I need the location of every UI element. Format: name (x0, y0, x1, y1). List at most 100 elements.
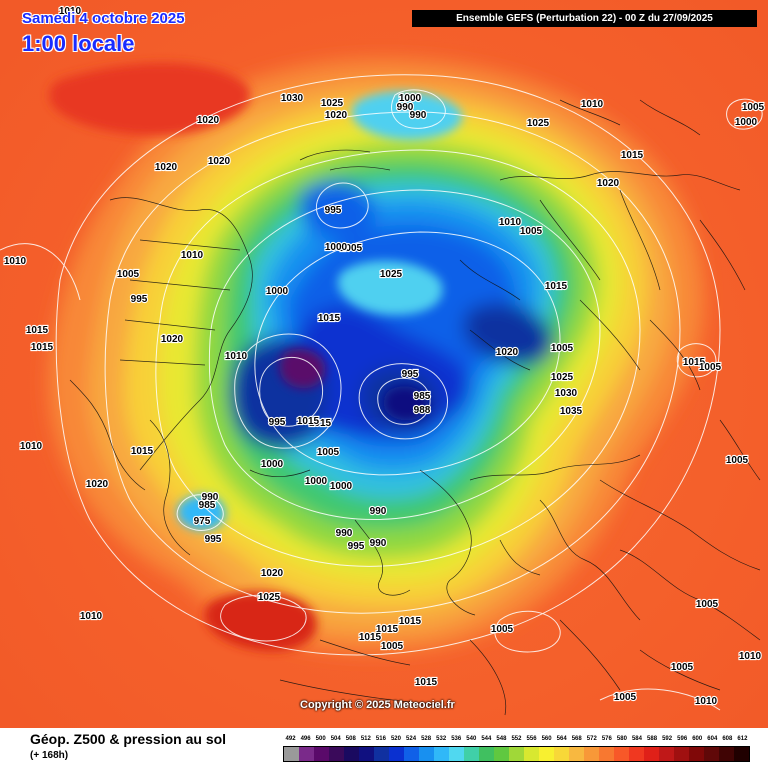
isobar-label: 1025 (527, 118, 550, 129)
scale-swatch (614, 747, 629, 761)
isobar-label: 1020 (261, 568, 284, 579)
scale-swatch (509, 747, 524, 761)
isobar-label: 1015 (415, 677, 438, 688)
scale-label: 532 (436, 736, 447, 742)
scale-label: 540 (466, 736, 477, 742)
scale-swatch (719, 747, 734, 761)
isobar-label: 1020 (155, 162, 178, 173)
isobar-label: 995 (205, 534, 222, 545)
isobar-label: 990 (370, 506, 387, 517)
scale-label: 524 (406, 736, 417, 742)
isobar-label: 995 (325, 205, 342, 216)
isobar-label: 1010 (499, 217, 522, 228)
isobar-label: 1010 (739, 651, 762, 662)
scale-swatch (479, 747, 494, 761)
isobar-label: 1005 (340, 243, 363, 254)
scale-label: 528 (421, 736, 432, 742)
isobar-label: 1010 (59, 6, 82, 17)
isobar-label: 1020 (597, 178, 620, 189)
map-title: Géop. Z500 & pression au sol (30, 731, 227, 747)
scale-label: 612 (737, 736, 748, 742)
scale-label: 596 (677, 736, 688, 742)
isobar-label: 1005 (696, 599, 719, 610)
scale-swatch (734, 747, 749, 761)
isobar-label: 1015 (131, 446, 154, 457)
isobar-label: 1015 (376, 624, 399, 635)
scale-swatch (344, 747, 359, 761)
isobar-label: 1015 (359, 632, 382, 643)
isobar-label: 1000 (305, 476, 328, 487)
scale-label: 536 (451, 736, 462, 742)
copyright-notice: Copyright © 2025 Meteociel.fr (300, 699, 455, 711)
isobar-label: 1005 (381, 641, 404, 652)
scale-swatch (644, 747, 659, 761)
scale-label: 580 (616, 736, 627, 742)
isobar-label: 1010 (4, 256, 27, 267)
isobar-label: 995 (402, 369, 419, 380)
scale-swatch (629, 747, 644, 761)
isobar-label: 975 (194, 516, 211, 527)
isobar-label: 1025 (258, 592, 281, 603)
isobar-label: 1030 (555, 388, 578, 399)
scale-label: 492 (285, 736, 296, 742)
isobar-label: 1010 (581, 99, 604, 110)
isobar-label: 1015 (26, 325, 49, 336)
isobar-label: 1015 (309, 418, 332, 429)
scale-swatch (539, 747, 554, 761)
scale-swatch (464, 747, 479, 761)
scale-label: 608 (722, 736, 733, 742)
forecast-lead-time: (+ 168h) (30, 750, 69, 761)
scale-swatch (554, 747, 569, 761)
scale-label: 544 (481, 736, 492, 742)
scale-swatch (689, 747, 704, 761)
scale-label: 556 (526, 736, 537, 742)
scale-label: 512 (360, 736, 371, 742)
isobar-label: 1000 (330, 481, 353, 492)
scale-swatch (419, 747, 434, 761)
scale-label: 564 (556, 736, 567, 742)
scale-label: 600 (692, 736, 703, 742)
scale-label: 500 (315, 736, 326, 742)
isobar-label: 995 (348, 541, 365, 552)
scale-label: 588 (647, 736, 658, 742)
isobar-label: 990 (370, 538, 387, 549)
isobar-label: 1005 (520, 226, 543, 237)
scale-swatch (389, 747, 404, 761)
isobar-label: 1005 (614, 692, 637, 703)
scale-swatch (704, 747, 719, 761)
isobar-label: 1020 (161, 334, 184, 345)
isobar-label: 1000 (325, 242, 348, 253)
scale-swatch (569, 747, 584, 761)
isobar-label: 1005 (117, 269, 140, 280)
isobar-label: 985 (414, 391, 431, 402)
isobar-label: 988 (414, 405, 431, 416)
isobar-label: 1015 (31, 342, 54, 353)
isobar-label: 1020 (208, 156, 231, 167)
isobar-label: 1015 (297, 416, 320, 427)
isobar-label: 1010 (225, 351, 248, 362)
isobar-label: 1015 (621, 150, 644, 161)
isobar-label: 1005 (699, 362, 722, 373)
isobar-label: 990 (397, 102, 414, 113)
scale-label: 560 (541, 736, 552, 742)
isobar-label: 1030 (281, 93, 304, 104)
isobar-label: 990 (336, 528, 353, 539)
scale-swatch (329, 747, 344, 761)
scale-label: 496 (300, 736, 311, 742)
scale-label: 516 (375, 736, 386, 742)
color-scale-bar (283, 746, 750, 762)
isobar-label: 1015 (318, 313, 341, 324)
isobar-label: 1005 (551, 343, 574, 354)
isobar-label: 1015 (683, 357, 706, 368)
isobar-label: 990 (410, 110, 427, 121)
scale-label: 576 (601, 736, 612, 742)
isobar-label: 1015 (399, 616, 422, 627)
isobar-label: 1010 (181, 250, 204, 261)
scale-swatch (449, 747, 464, 761)
isobar-label: 1005 (726, 455, 749, 466)
scale-label: 604 (707, 736, 718, 742)
isobar-label: 1025 (380, 269, 403, 280)
scale-swatch (524, 747, 539, 761)
